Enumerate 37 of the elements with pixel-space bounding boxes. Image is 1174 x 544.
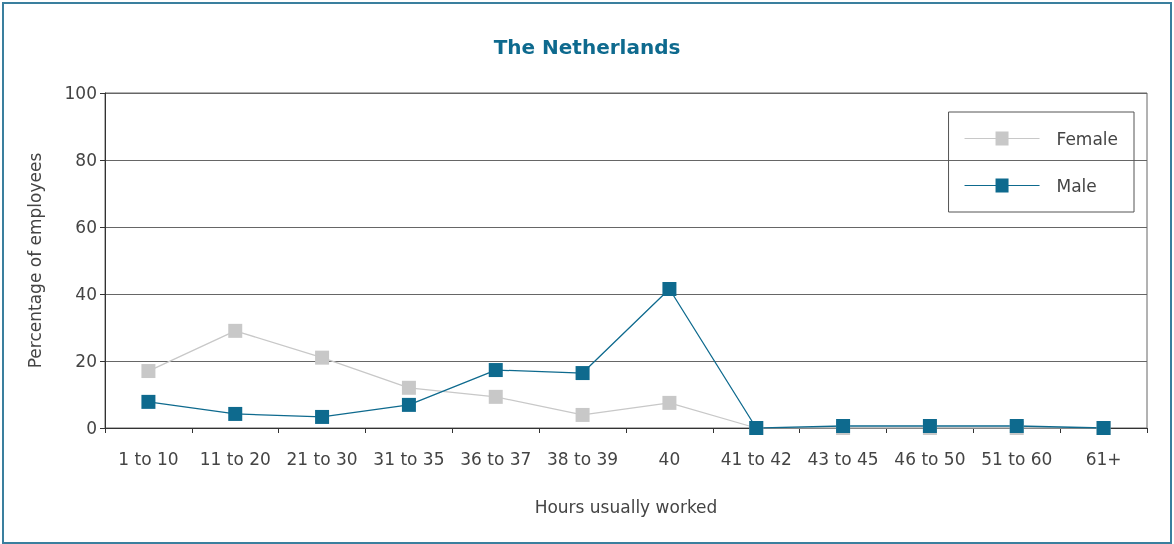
point xyxy=(575,366,590,381)
x-tick-label: 51 to 60 xyxy=(981,448,1053,469)
point xyxy=(488,363,503,378)
x-tick-label: 46 to 50 xyxy=(894,448,966,469)
x-tick-label: 11 to 20 xyxy=(199,448,271,469)
point xyxy=(141,364,156,379)
x-tick-label: 38 to 39 xyxy=(547,448,619,469)
x-tick-label: 61+ xyxy=(1085,448,1122,469)
point xyxy=(315,350,330,365)
y-tick-label: 20 xyxy=(75,351,97,371)
y-axis-title: Percentage of employees xyxy=(24,152,45,369)
x-tick-label: 21 to 30 xyxy=(286,448,358,469)
point xyxy=(575,407,590,422)
point xyxy=(228,406,243,421)
x-tick-label: 1 to 10 xyxy=(118,448,179,469)
legend-label: Female xyxy=(1056,128,1118,149)
y-tick-label: 60 xyxy=(75,217,97,237)
point xyxy=(141,394,156,409)
y-tick-label: 100 xyxy=(64,83,97,103)
x-axis-title: Hours usually worked xyxy=(534,496,718,517)
chart-title: The Netherlands xyxy=(493,35,681,59)
point xyxy=(401,397,416,412)
point xyxy=(662,281,677,296)
point xyxy=(401,380,416,395)
point xyxy=(228,323,243,338)
x-tick-label: 40 xyxy=(658,448,681,469)
point xyxy=(315,409,330,424)
y-tick-label: 40 xyxy=(75,284,97,304)
point xyxy=(488,389,503,404)
x-tick-label: 31 to 35 xyxy=(373,448,445,469)
legend-label: Male xyxy=(1056,175,1097,196)
x-tick-label: 43 to 45 xyxy=(807,448,879,469)
x-tick-label: 41 to 42 xyxy=(720,448,792,469)
y-tick-label: 0 xyxy=(86,418,97,438)
x-tick-label: 36 to 37 xyxy=(460,448,532,469)
point xyxy=(662,395,677,410)
y-tick-label: 80 xyxy=(75,150,97,170)
